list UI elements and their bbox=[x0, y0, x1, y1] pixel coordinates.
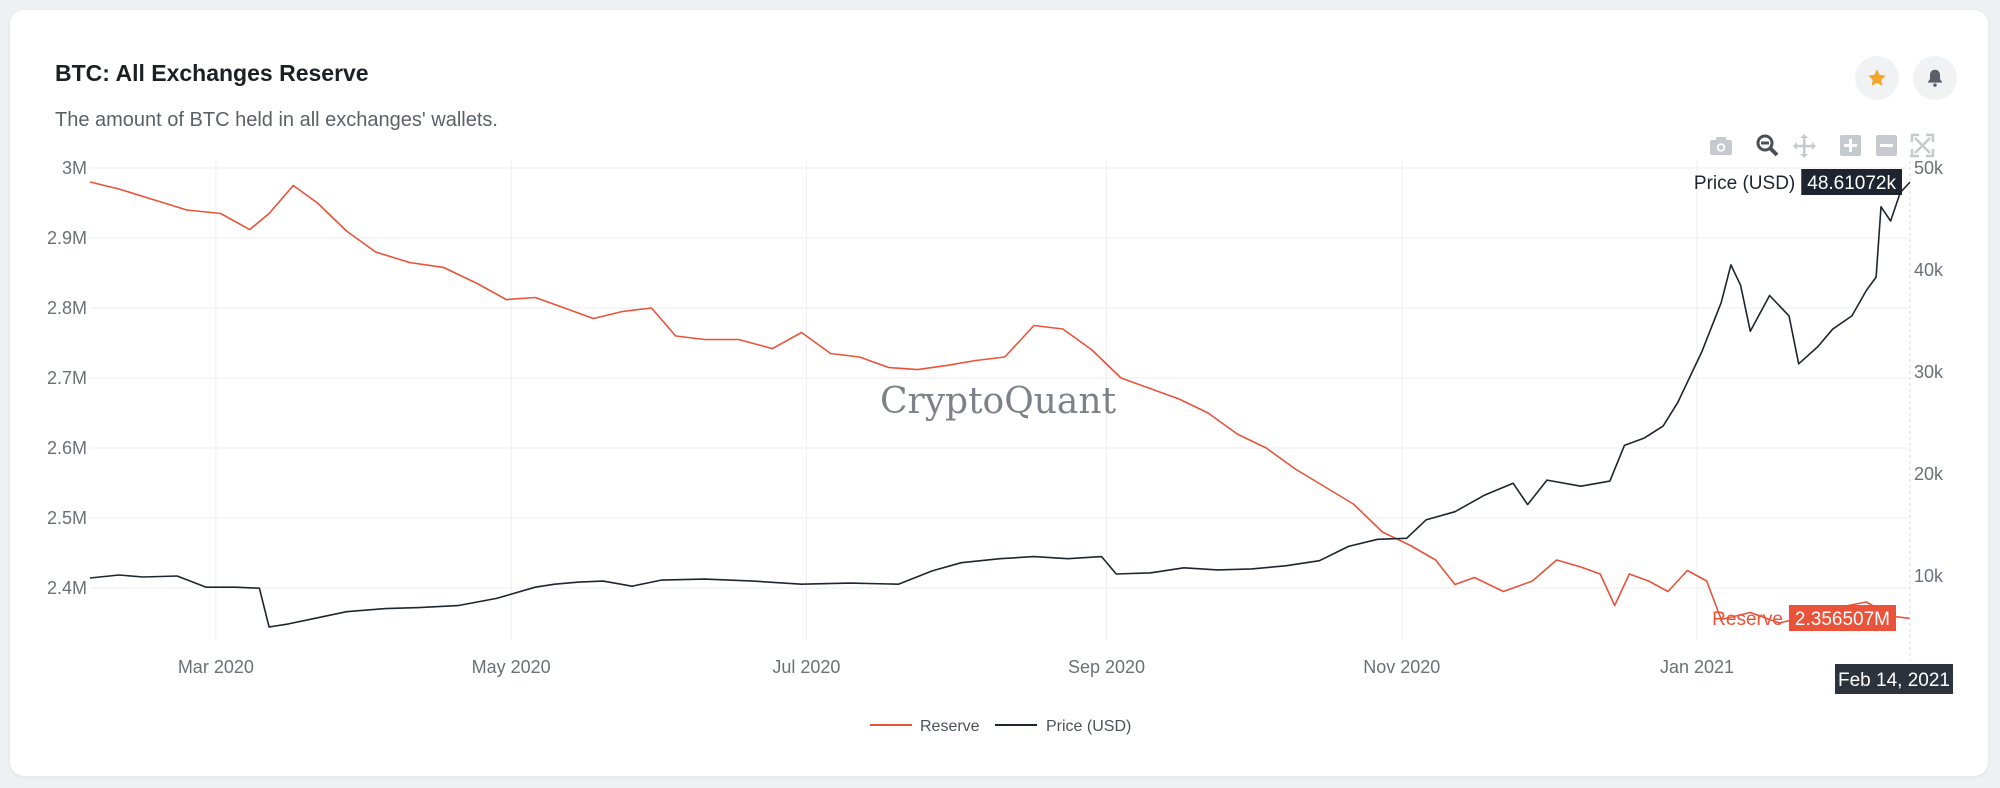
favorite-button[interactable] bbox=[1855, 56, 1899, 100]
y-left-tick-label: 2.4M bbox=[47, 578, 87, 598]
legend-label-reserve: Reserve bbox=[920, 718, 980, 735]
date-hover-value: Feb 14, 2021 bbox=[1838, 670, 1950, 691]
zoom-out-icon[interactable] bbox=[1876, 135, 1897, 156]
star-icon bbox=[1868, 69, 1886, 86]
y-right-tick-label: 10k bbox=[1914, 566, 1944, 586]
alert-button[interactable] bbox=[1913, 56, 1957, 100]
x-tick-label: Jan 2021 bbox=[1660, 657, 1734, 677]
legend: Reserve Price (USD) bbox=[870, 718, 1131, 735]
page-title: BTC: All Exchanges Reserve bbox=[55, 60, 369, 86]
y-right-tick-label: 20k bbox=[1914, 464, 1944, 484]
pan-icon[interactable] bbox=[1793, 134, 1816, 158]
y-left-tick-label: 2.6M bbox=[47, 438, 87, 458]
watermark: CryptoQuant bbox=[880, 381, 1117, 422]
chart-toolbar bbox=[1710, 133, 1935, 158]
price-hover-value: 48.61072k bbox=[1807, 173, 1896, 194]
hover-labels: Price (USD) 48.61072k Reserve 2.356507M … bbox=[1694, 155, 1953, 694]
y-left-tick-label: 3M bbox=[62, 158, 87, 178]
x-axis: Mar 2020 May 2020 Jul 2020 Sep 2020 Nov 2020… bbox=[178, 657, 1734, 677]
x-tick-label: Mar 2020 bbox=[178, 657, 254, 677]
y-left-tick-label: 2.8M bbox=[47, 298, 87, 318]
y-axis-right: 10k 20k 30k 40k 50k bbox=[1914, 158, 1944, 586]
y-left-tick-label: 2.5M bbox=[47, 508, 87, 528]
x-tick-label: Jul 2020 bbox=[772, 657, 840, 677]
series-lines bbox=[89, 181, 1911, 628]
price-hover-box bbox=[1801, 169, 1902, 195]
zoom-icon[interactable] bbox=[1756, 134, 1779, 157]
reserve-hover-name: Reserve bbox=[1712, 609, 1783, 630]
x-tick-label: Sep 2020 bbox=[1068, 657, 1145, 677]
bell-icon bbox=[1928, 69, 1942, 87]
reserve-hover-box bbox=[1788, 605, 1896, 631]
x-tick-label: Nov 2020 bbox=[1363, 657, 1440, 677]
y-right-tick-label: 40k bbox=[1914, 260, 1944, 280]
y-right-tick-label: 30k bbox=[1914, 362, 1944, 382]
date-hover-box bbox=[1835, 664, 1953, 694]
autoscale-icon[interactable] bbox=[1910, 133, 1935, 158]
x-tick-label: May 2020 bbox=[472, 657, 551, 677]
page-subtitle: The amount of BTC held in all exchanges'… bbox=[55, 109, 498, 131]
y-right-tick-label: 50k bbox=[1914, 158, 1944, 178]
y-left-tick-label: 2.7M bbox=[47, 368, 87, 388]
legend-item-reserve[interactable]: Reserve bbox=[870, 718, 980, 735]
grid-lines bbox=[90, 160, 1910, 640]
chart-card: BTC: All Exchanges Reserve The amount of… bbox=[10, 10, 1988, 776]
y-axis-left: 2.4M 2.5M 2.6M 2.7M 2.8M 2.9M 3M bbox=[47, 158, 87, 598]
camera-icon[interactable] bbox=[1710, 137, 1732, 155]
legend-label-price: Price (USD) bbox=[1046, 718, 1131, 735]
reserve-hover-value: 2.356507M bbox=[1795, 609, 1890, 630]
y-left-tick-label: 2.9M bbox=[47, 228, 87, 248]
series-line-price bbox=[89, 181, 1911, 628]
zoom-in-icon[interactable] bbox=[1840, 135, 1861, 156]
price-hover-name: Price (USD) bbox=[1694, 173, 1795, 194]
legend-item-price[interactable]: Price (USD) bbox=[995, 718, 1131, 735]
series-line-reserve bbox=[89, 181, 1911, 624]
